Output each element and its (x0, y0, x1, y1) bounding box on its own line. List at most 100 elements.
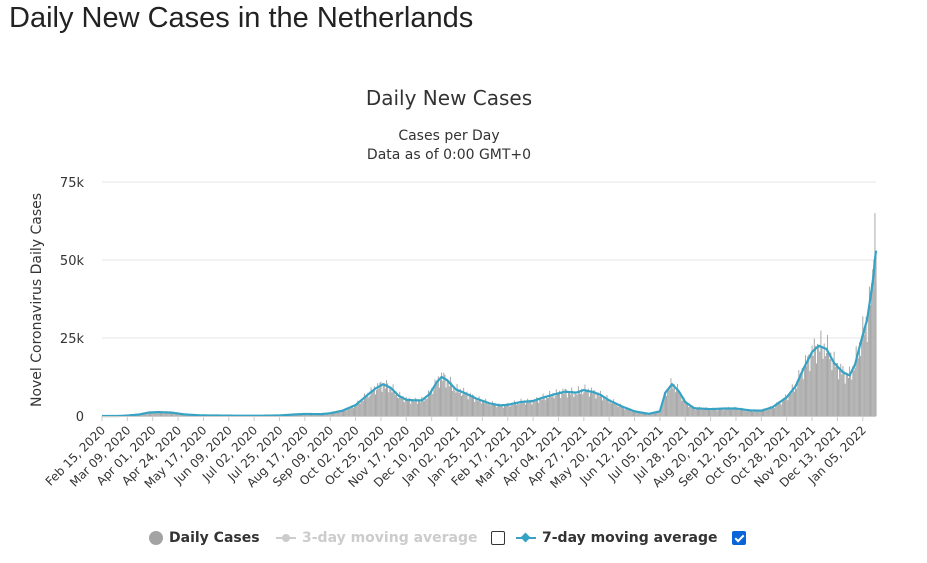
daily-cases-bar (735, 408, 737, 416)
daily-cases-bar (645, 413, 647, 416)
daily-cases-bar (343, 410, 344, 416)
checkbox-7-day-average[interactable] (732, 531, 746, 545)
checkbox-3-day-average[interactable] (491, 531, 505, 545)
daily-cases-bar (860, 355, 862, 416)
daily-cases-bar (154, 412, 156, 416)
daily-cases-bar (866, 341, 868, 416)
daily-cases-bar (354, 405, 355, 416)
daily-cases-bar (782, 398, 784, 416)
legend-item-daily-cases[interactable]: Daily Cases (143, 524, 260, 552)
daily-cases-bar (662, 401, 664, 416)
daily-cases-bar (749, 409, 751, 416)
y-tick-labels: 0 25k 50k 75k (60, 176, 85, 425)
daily-cases-chart: Daily New Cases Cases per Day Data as of… (29, 86, 878, 491)
daily-cases-bar (362, 400, 364, 416)
daily-cases-bar (716, 410, 718, 416)
daily-cases-bar (489, 405, 491, 416)
daily-cases-bar (553, 398, 555, 416)
daily-cases-bar (603, 396, 605, 416)
daily-cases-bar (723, 410, 725, 416)
daily-cases-bar (365, 395, 367, 416)
daily-cases-bar (480, 403, 482, 416)
daily-cases-bar (382, 384, 384, 416)
daily-cases-bar (808, 354, 810, 416)
daily-cases-bar (624, 409, 626, 416)
daily-cases-bar (383, 383, 385, 416)
daily-cases-bar (778, 401, 780, 416)
daily-cases-bar (647, 413, 649, 416)
daily-cases-marker-icon (143, 531, 163, 545)
daily-cases-bar (829, 359, 831, 416)
daily-cases-bar (720, 409, 722, 416)
daily-cases-bar (595, 398, 597, 416)
daily-cases-bar (426, 398, 428, 416)
daily-cases-bar (356, 405, 358, 416)
daily-cases-bar (661, 403, 663, 416)
daily-cases-bar (515, 402, 516, 416)
daily-cases-bar (800, 375, 802, 416)
daily-cases-bar (402, 395, 404, 416)
daily-cases-bar (649, 413, 651, 416)
daily-cases-bar (777, 404, 779, 416)
daily-cases-bar (754, 410, 756, 416)
daily-cases-bar (834, 366, 836, 416)
daily-cases-bar (379, 382, 381, 416)
daily-cases-bar (513, 400, 515, 416)
daily-cases-bar (598, 396, 600, 416)
daily-cases-bar (526, 402, 527, 416)
daily-cases-bar (678, 391, 680, 416)
daily-cases-bar (414, 397, 416, 416)
daily-cases-bar (827, 334, 828, 416)
daily-cases-bar (823, 343, 825, 416)
daily-cases-bar (623, 406, 625, 416)
daily-cases-bar (591, 387, 593, 416)
daily-cases-bar (651, 412, 653, 416)
daily-cases-bar (753, 410, 755, 416)
daily-cases-bar (498, 403, 500, 416)
daily-cases-bar (745, 411, 747, 416)
daily-cases-bar (638, 411, 640, 416)
daily-cases-bar (440, 379, 441, 416)
daily-cases-bar (380, 381, 382, 416)
daily-cases-bar (859, 342, 860, 416)
daily-cases-bar (335, 411, 337, 416)
daily-cases-bar (332, 412, 333, 416)
daily-cases-bar (692, 405, 694, 416)
daily-cases-bar (167, 413, 169, 416)
daily-cases-bar (442, 380, 444, 416)
daily-cases-bar (616, 402, 618, 416)
daily-cases-bar (468, 396, 470, 416)
daily-cases-bar (578, 390, 580, 416)
legend-item-7-day-average[interactable]: 7-day moving average (516, 524, 718, 552)
daily-cases-bar (372, 389, 374, 416)
daily-cases-bar (743, 409, 745, 416)
daily-cases-bar (796, 388, 798, 416)
daily-cases-bar (714, 408, 716, 416)
daily-cases-bar (446, 379, 448, 416)
daily-cases-bar (467, 399, 469, 416)
legend-item-3-day-average[interactable]: 3-day moving average (276, 524, 478, 552)
daily-cases-bar (679, 392, 681, 416)
daily-cases-bar (630, 411, 632, 416)
daily-cases-bar (388, 392, 390, 416)
daily-cases-bar (780, 404, 782, 416)
daily-cases-bar (456, 383, 458, 416)
daily-cases-bar (875, 253, 877, 416)
daily-cases-bar (832, 362, 834, 416)
daily-cases-bar (510, 403, 512, 416)
daily-cases-bar (541, 399, 543, 416)
daily-cases-bar (436, 379, 438, 416)
daily-cases-bar (596, 393, 598, 416)
daily-cases-bar (176, 413, 178, 416)
daily-cases-bar (490, 404, 492, 416)
daily-cases-bar (508, 403, 510, 416)
daily-cases-bar (444, 374, 446, 416)
daily-cases-bar (347, 408, 349, 416)
daily-cases-bar (548, 398, 550, 416)
daily-cases-bar (797, 383, 799, 416)
daily-cases-bar (161, 412, 163, 416)
daily-cases-bar (717, 408, 719, 416)
daily-cases-bar (466, 391, 468, 416)
daily-cases-bar (339, 412, 341, 416)
